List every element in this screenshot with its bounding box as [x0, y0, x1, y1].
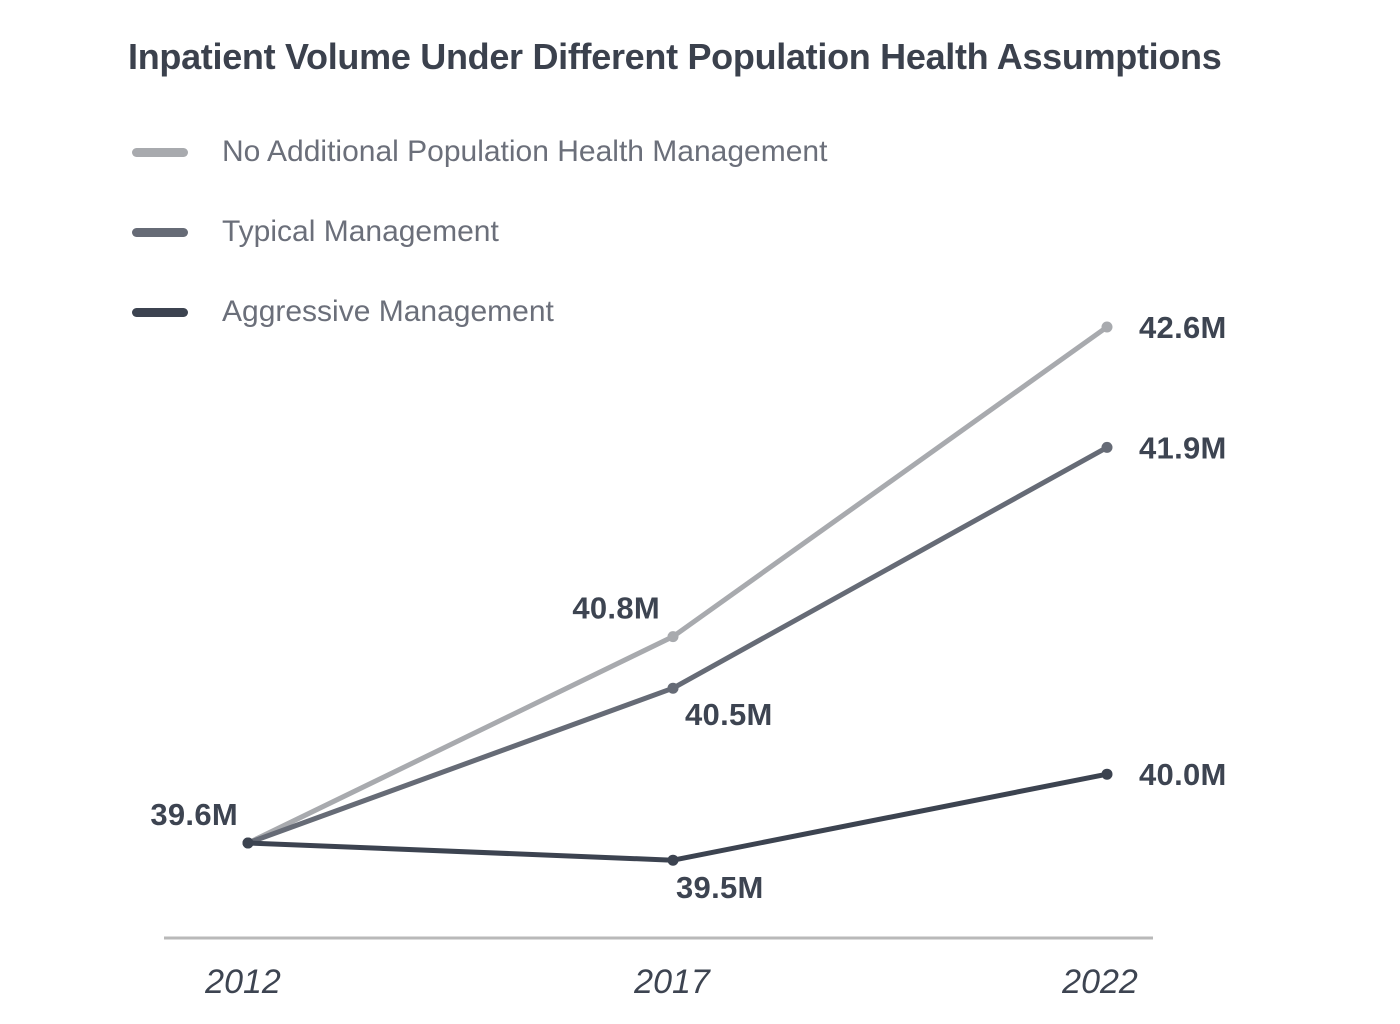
data-label: 42.6M — [1139, 310, 1227, 345]
data-label: 40.0M — [1139, 757, 1227, 792]
series-line-3 — [245, 771, 1110, 863]
legend-item-no-additional: No Additional Population Health Manageme… — [132, 132, 827, 172]
chart-title: Inpatient Volume Under Different Populat… — [128, 36, 1222, 77]
data-label: 41.9M — [1139, 430, 1227, 465]
legend-swatch-icon — [132, 227, 188, 237]
series-line-1 — [245, 324, 1110, 846]
legend-label-typical: Typical Management — [222, 215, 499, 248]
data-point — [1101, 768, 1113, 780]
data-point — [667, 682, 679, 694]
data-label: 40.8M — [572, 591, 660, 626]
legend: No Additional Population Health Manageme… — [132, 132, 827, 332]
legend-label-no-additional: No Additional Population Health Manageme… — [222, 135, 828, 168]
legend-label-aggressive: Aggressive Management — [222, 295, 554, 328]
data-label: 40.5M — [685, 697, 773, 732]
data-point — [1101, 441, 1113, 453]
x-axis-label-2012: 2012 — [204, 963, 281, 1001]
data-point — [242, 837, 254, 849]
data-point — [667, 854, 679, 866]
legend-item-typical: Typical Management — [132, 212, 827, 252]
legend-swatch-icon — [132, 307, 188, 317]
data-label: 39.5M — [676, 870, 764, 905]
data-point — [1101, 321, 1113, 333]
legend-swatch-icon — [132, 147, 188, 157]
data-label-start: 39.6M — [150, 797, 238, 832]
x-axis-label-2017: 2017 — [633, 963, 711, 1001]
series-line-2 — [245, 444, 1110, 846]
x-axis-label-2022: 2022 — [1061, 963, 1138, 1001]
data-point — [667, 631, 679, 643]
legend-item-aggressive: Aggressive Management — [132, 292, 827, 332]
